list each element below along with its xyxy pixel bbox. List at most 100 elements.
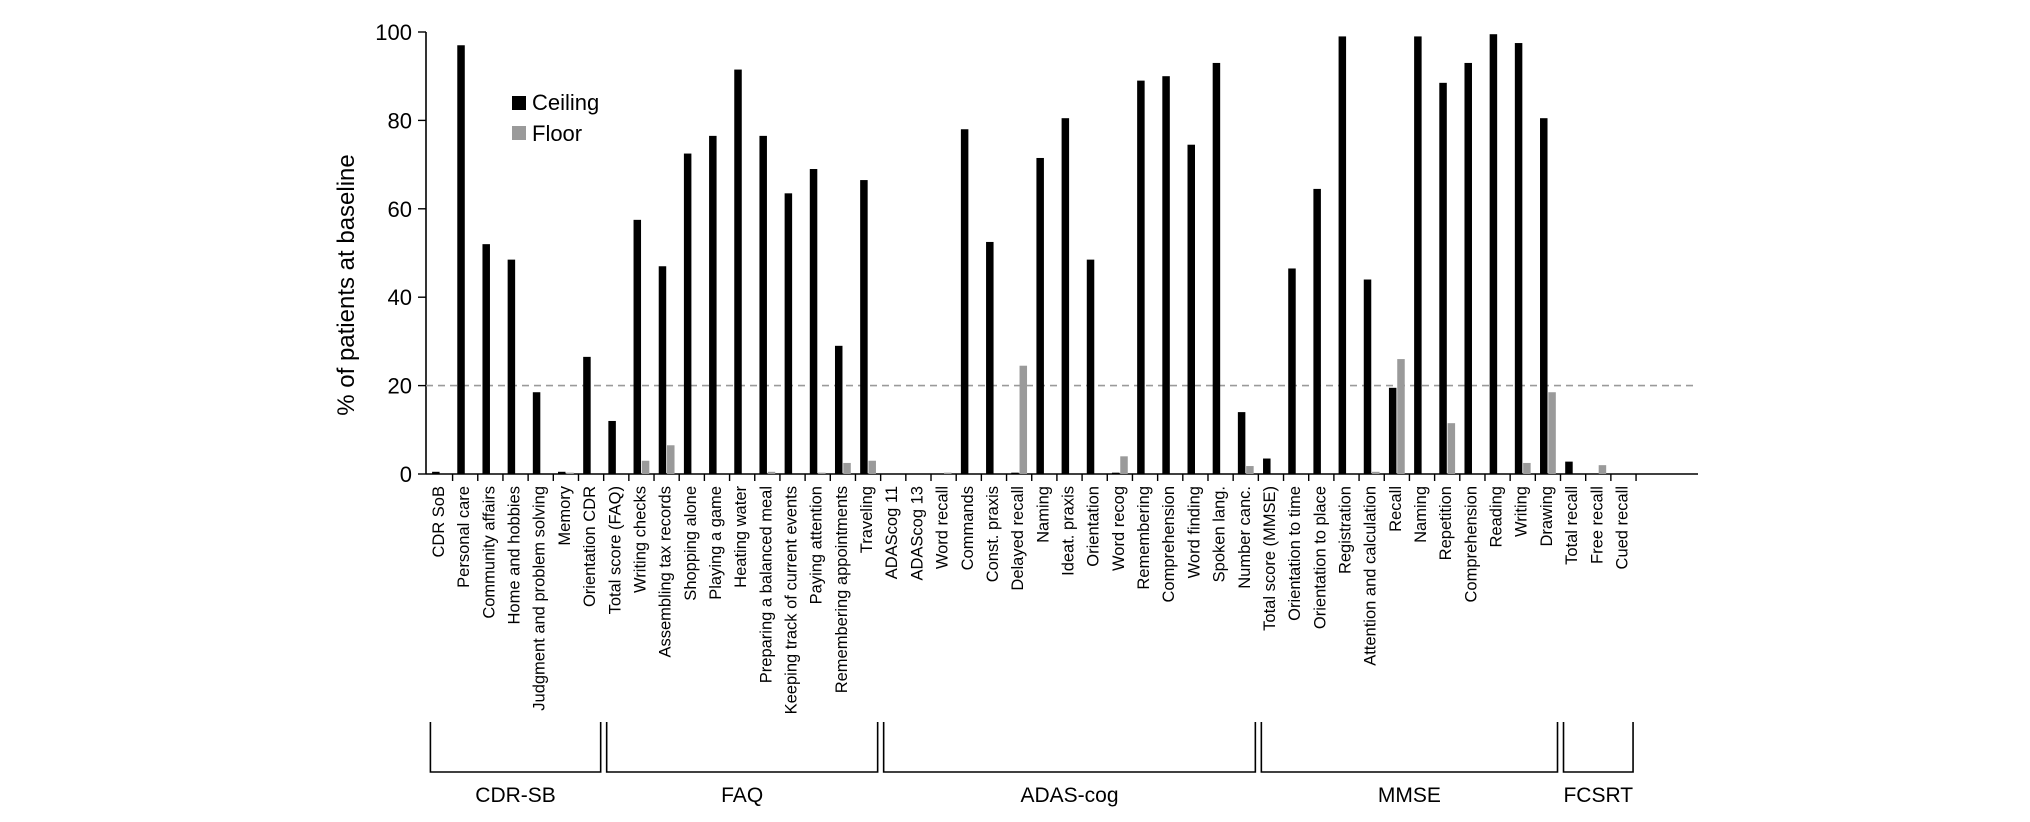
bar-ceiling-preparing-a-balanced-meal	[759, 135, 767, 474]
bar-floor-repetition	[1447, 423, 1456, 474]
x-tick-label: Reading	[1488, 486, 1506, 547]
bar-floor-memory	[566, 472, 574, 474]
x-tick-label: Orientation	[1085, 486, 1103, 567]
bar-ceiling-registration	[1338, 36, 1347, 475]
group-label-fcsrt: FCSRT	[1563, 784, 1633, 807]
x-tick-label: Total score (MMSE)	[1261, 486, 1279, 631]
x-tick-label: Shopping alone	[682, 486, 700, 601]
bar-floor-drawing	[1548, 392, 1556, 474]
bar-ceiling-delayed-recall	[1011, 472, 1019, 474]
bar-floor-word-recall	[944, 472, 952, 474]
x-tick-label: Paying attention	[808, 486, 826, 604]
x-tick-label: Orientation to time	[1286, 486, 1304, 621]
group-label-faq: FAQ	[721, 784, 763, 807]
x-tick-label: Cued recall	[1613, 486, 1631, 569]
x-tick-label: Personal care	[455, 486, 473, 588]
x-tick-label: CDR SoB	[430, 486, 448, 558]
group-label-adas-cog: ADAS-cog	[1020, 784, 1118, 807]
bar-ceiling-commands	[960, 129, 969, 475]
bar-ceiling-ideat-praxis	[1061, 118, 1070, 474]
bar-ceiling-heating-water	[734, 69, 742, 474]
x-tick-label: Judgment and problem solving	[531, 486, 549, 711]
bar-ceiling-naming	[1036, 157, 1044, 474]
group-label-cdr-sb: CDR-SB	[475, 784, 556, 807]
bar-floor-traveling	[868, 460, 876, 474]
bar-ceiling-shopping-alone	[683, 153, 692, 475]
x-tick-label: Assembling tax records	[657, 486, 675, 658]
x-tick-label: Comprehension	[1462, 486, 1480, 602]
x-tick-label: Orientation CDR	[581, 486, 599, 607]
plot-area: 0 20 40 60 80 100 CDR SoB Personal care Communit…	[375, 20, 1698, 807]
bar-floor-free-recall	[1598, 465, 1607, 474]
bar-ceiling-home-and-hobbies	[507, 259, 516, 474]
x-tick-label: Naming	[1412, 486, 1430, 543]
x-tick-label: Remembering	[1135, 486, 1153, 590]
x-tick-label: Ideat. praxis	[1060, 486, 1078, 576]
bar-floor-attention-and-calculation	[1372, 471, 1380, 474]
bar-ceiling-writing	[1514, 43, 1523, 475]
bar-ceiling-recall	[1388, 387, 1397, 474]
x-tick-label: Recall	[1387, 486, 1405, 532]
x-tick-label: Spoken lang.	[1211, 486, 1229, 582]
bar-ceiling-total-recall	[1565, 461, 1573, 474]
bar-ceiling-personal-care	[457, 45, 465, 474]
bar-floor-writing	[1523, 462, 1531, 474]
x-tick-label: Writing	[1513, 486, 1531, 537]
bar-ceiling-remembering	[1137, 80, 1145, 475]
x-tick-label: Delayed recall	[1009, 486, 1027, 591]
bar-ceiling-writing-checks	[633, 219, 642, 474]
bar-ceiling-reading	[1489, 34, 1498, 475]
x-tick-label: Const. praxis	[984, 486, 1002, 582]
x-tick-label: Drawing	[1538, 486, 1556, 547]
bar-ceiling-attention-and-calculation	[1363, 279, 1372, 474]
bar-ceiling-memory	[558, 471, 566, 474]
x-tick-label: Naming	[1034, 486, 1052, 543]
bar-ceiling-naming	[1414, 36, 1422, 475]
bar-ceiling-orientation	[1086, 259, 1095, 474]
bar-ceiling-orientation-to-time	[1288, 268, 1296, 474]
x-tick-label: Commands	[959, 486, 977, 570]
y-tick-label: 80	[388, 108, 412, 133]
x-tick-label: ADAScog 11	[883, 486, 901, 579]
legend: Ceiling Floor	[512, 90, 599, 146]
x-tick-label: Comprehension	[1160, 486, 1178, 602]
legend-swatch-floor	[512, 126, 526, 140]
bar-ceiling-keeping-track-of-current-events	[784, 193, 793, 474]
y-tick-label: 100	[375, 20, 412, 45]
bar-ceiling-orientation-cdr	[583, 356, 591, 474]
x-tick-label: Registration	[1336, 486, 1354, 574]
bar-ceiling-orientation-to-place	[1313, 188, 1321, 474]
bar-floor-delayed-recall	[1019, 365, 1028, 474]
x-tick-label: Playing a game	[707, 486, 725, 600]
bar-ceiling-total-score-mmse	[1263, 458, 1271, 474]
x-tick-label: Attention and calculation	[1362, 486, 1380, 666]
bar-ceiling-community-affairs	[482, 244, 490, 474]
x-tick-label: Writing checks	[631, 486, 649, 593]
group-bracket-fcsrt	[1562, 722, 1634, 773]
bar-ceiling-spoken-lang	[1212, 62, 1221, 474]
bar-ceiling-number-canc	[1237, 412, 1246, 474]
bar-ceiling-remembering-appointments	[834, 345, 843, 474]
bar-floor-paying-attention	[818, 472, 826, 474]
x-tick-label: Number canc.	[1236, 486, 1254, 589]
x-tick-label: Total recall	[1563, 486, 1581, 565]
legend-swatch-ceiling	[512, 96, 526, 110]
x-tick-label: Preparing a balanced meal	[757, 486, 775, 683]
x-tick-label: Repetition	[1437, 486, 1455, 560]
x-tick-label: Word finding	[1185, 486, 1203, 578]
x-tick-label: Total score (FAQ)	[606, 486, 624, 614]
x-tick-label: Community affairs	[480, 486, 498, 619]
x-tick-label: Keeping track of current events	[783, 486, 801, 714]
bar-floor-word-recog	[1120, 456, 1128, 474]
x-tick-label: Remembering appointments	[833, 486, 851, 693]
bar-ceiling-drawing	[1540, 118, 1548, 474]
bar-ceiling-traveling	[860, 180, 868, 474]
x-tick-label: Home and hobbies	[506, 486, 524, 625]
y-tick-label: 40	[388, 285, 412, 310]
bar-ceiling-paying-attention	[809, 169, 818, 474]
x-tick-label: Orientation to place	[1311, 486, 1329, 629]
bar-ceiling-word-recog	[1111, 472, 1120, 474]
bar-floor-number-canc	[1246, 466, 1254, 474]
